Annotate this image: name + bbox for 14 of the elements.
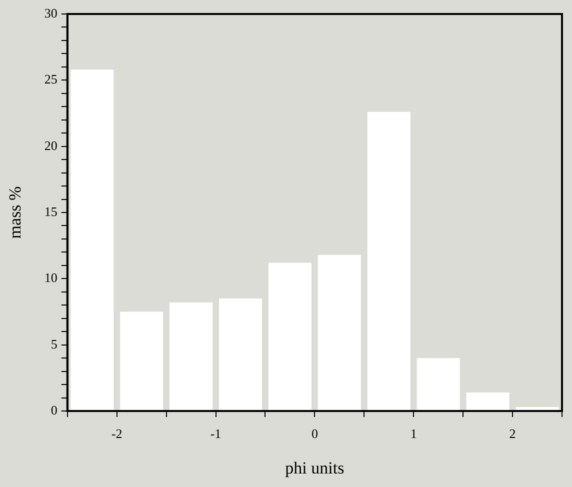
x-tick-label: -2: [111, 426, 122, 442]
x-axis-title: phi units: [285, 458, 344, 478]
y-tick-label: 10: [44, 270, 58, 286]
y-tick-label: 0: [50, 402, 58, 418]
y-tick-label: 25: [44, 72, 58, 87]
y-tick-label: 30: [44, 5, 58, 20]
y-tick-label: 5: [50, 336, 58, 352]
y-tick-label: 20: [44, 138, 58, 153]
x-tick-label: -1: [210, 426, 222, 442]
x-tick-label: 2: [509, 426, 516, 442]
y-axis-title: mass %: [6, 186, 25, 239]
y-tick-label: 15: [44, 204, 58, 219]
x-tick-label: 1: [410, 426, 417, 442]
x-tick-label: 0: [311, 426, 318, 442]
